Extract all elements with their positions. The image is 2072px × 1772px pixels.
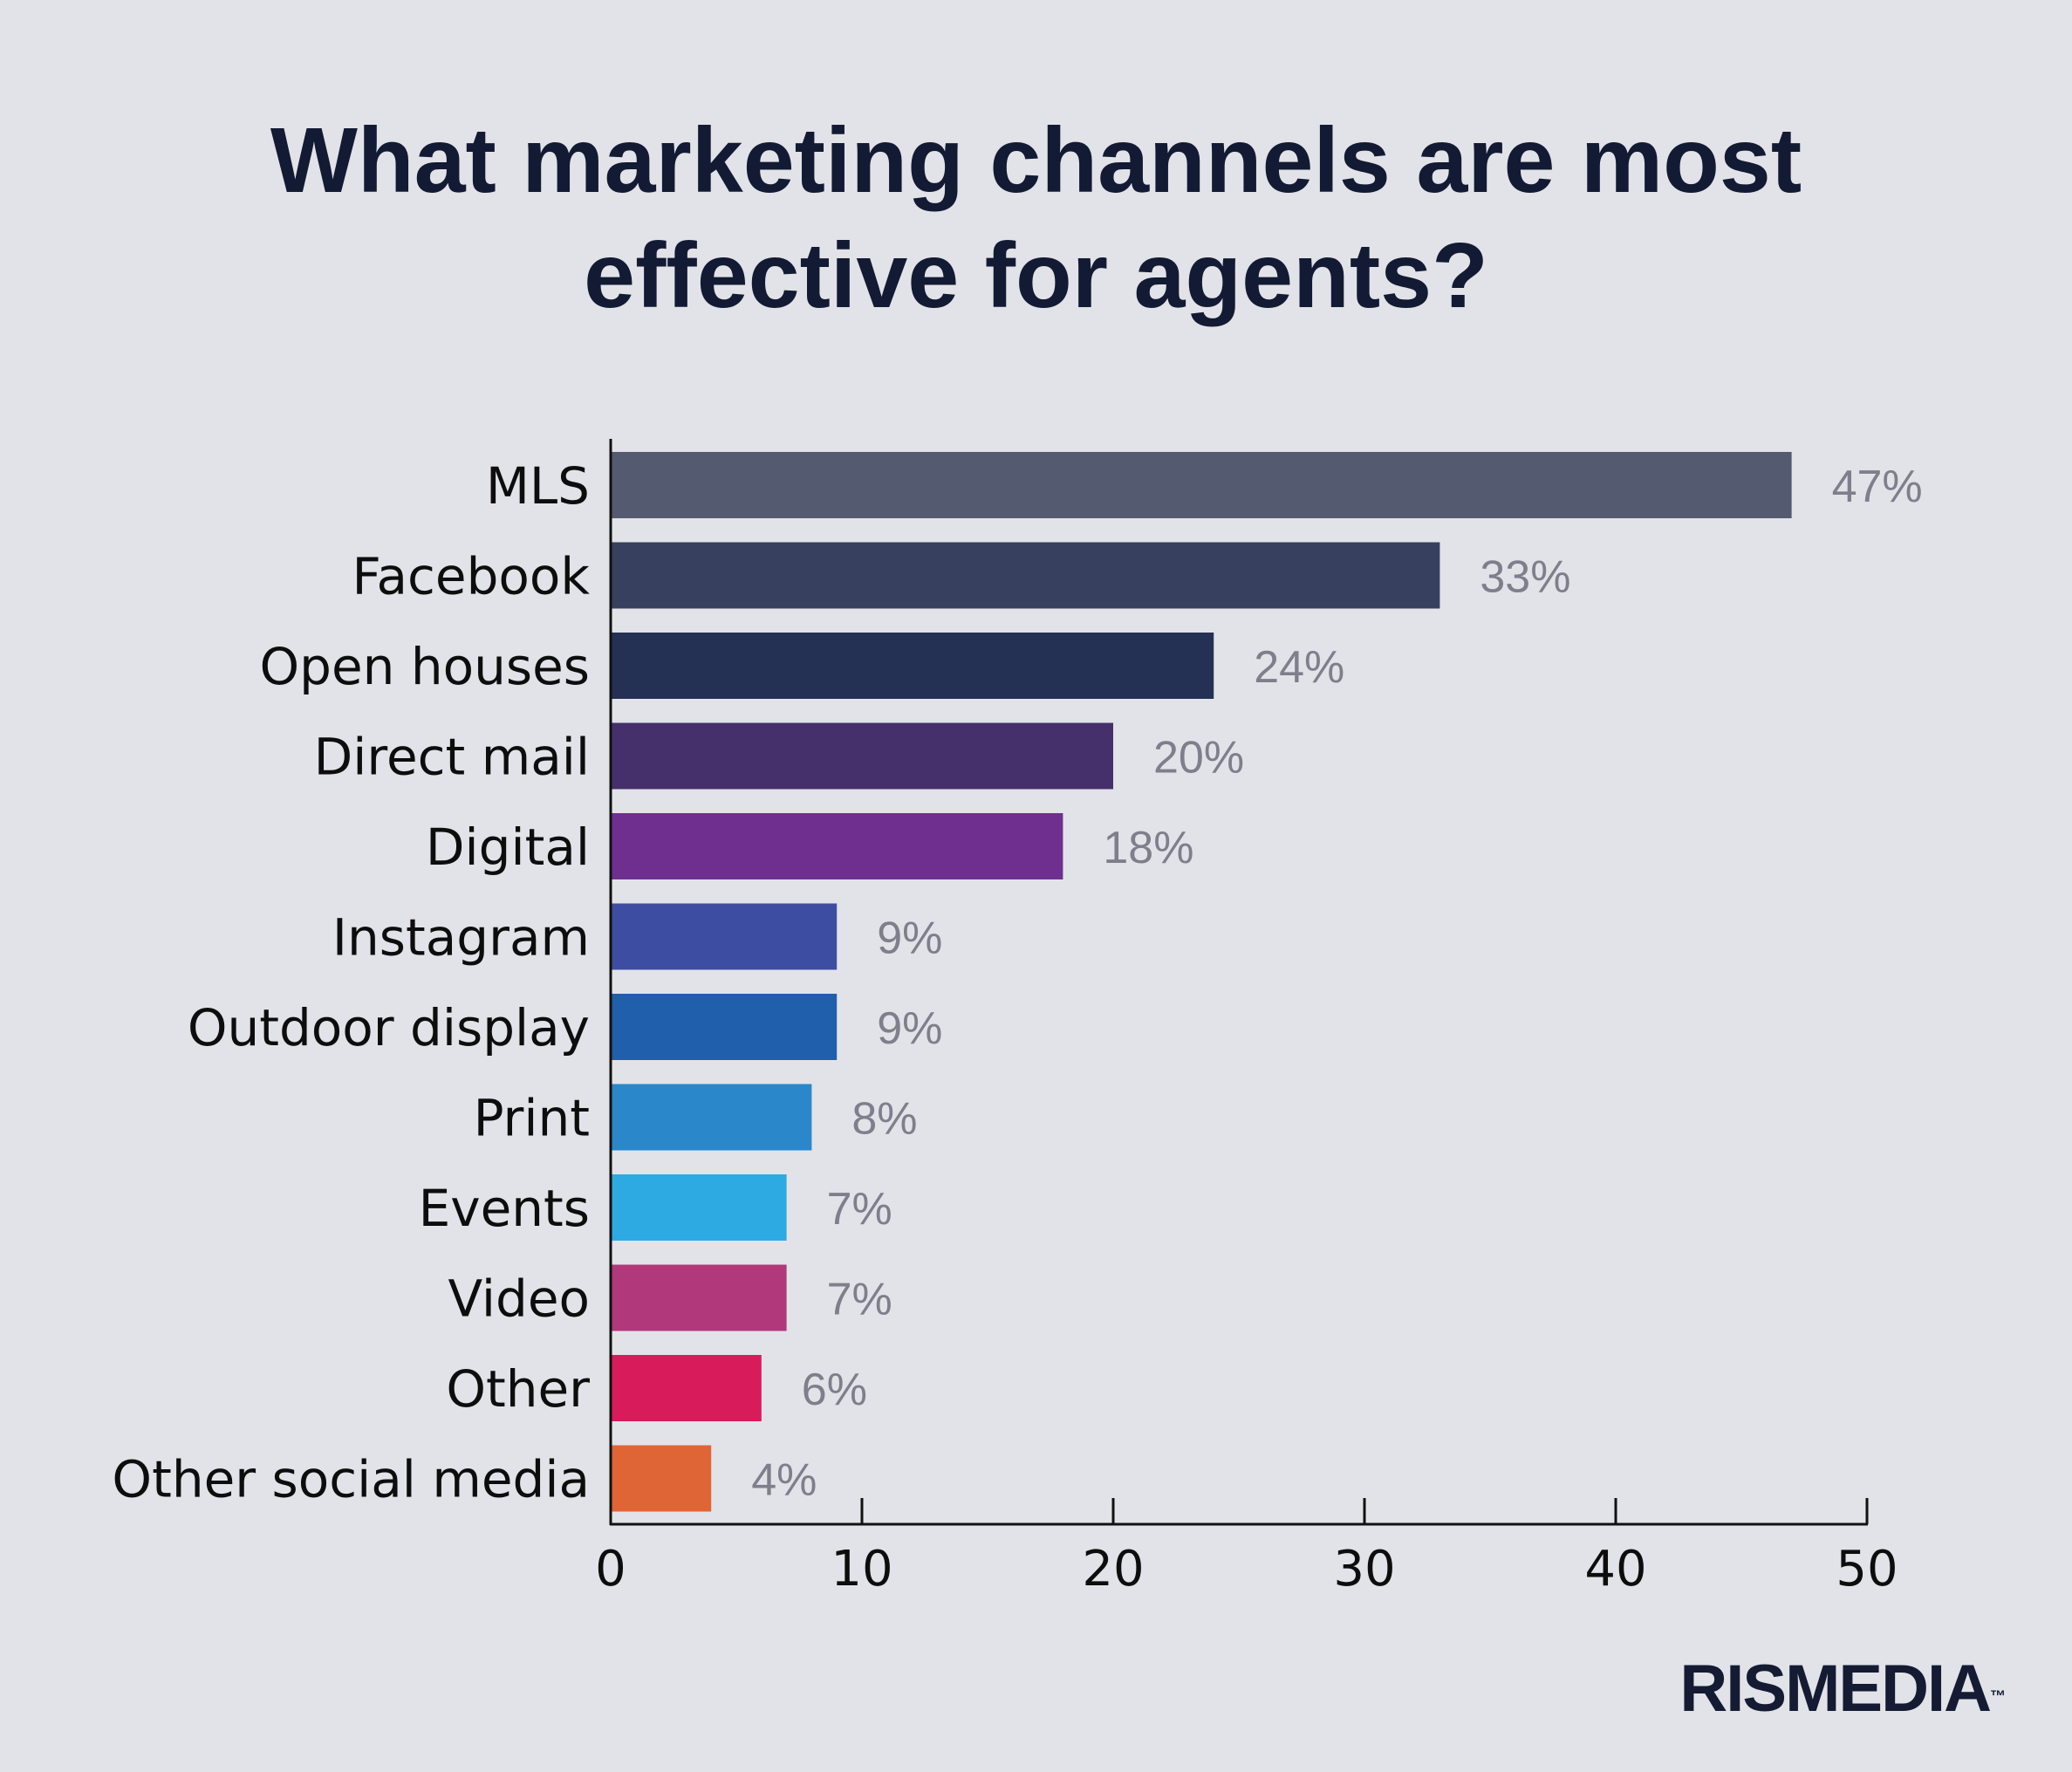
x-tick-label-40: 40 [1584,1541,1646,1598]
trademark-symbol: ™ [1990,1687,2006,1705]
value-labels: 47% 33% 24%20% 18% 9% 9% 8% 7% 7% 6% 4% [751,462,1922,1506]
bar-print [611,1084,812,1151]
x-tick-label-20: 20 [1082,1541,1144,1598]
x-tick-label-10: 10 [831,1541,892,1598]
category-label-open-houses: Open houses [260,637,590,696]
value-label-print: 8% [851,1094,917,1145]
chart-title: What marketing channels are most effecti… [0,103,2072,333]
bar-other [611,1355,762,1421]
bar-outdoor-display [611,994,838,1060]
bar-events [611,1174,787,1241]
value-label-other: 6% [802,1365,867,1415]
category-label-video: Video [448,1269,590,1329]
category-label-other-social-media: Other social media [112,1450,590,1509]
x-tick-label-50: 50 [1836,1541,1898,1598]
x-tick-label-30: 30 [1333,1541,1395,1598]
value-label-facebook: 33% [1480,552,1570,603]
bar-open-houses [611,633,1214,699]
bar-facebook [611,542,1440,609]
bar-other-social-media [611,1445,712,1512]
axes: 0 10 20 30 40 50 [595,439,1898,1598]
value-label-digital: 18% [1103,823,1193,873]
category-label-instagram: Instagram [332,908,590,968]
category-label-print: Print [474,1089,590,1148]
value-label-instagram: 9% [877,913,942,964]
category-labels: MLS Facebook Open houses Direct mail Digital… [112,456,590,1509]
value-label-open-houses: 24% [1254,642,1344,693]
bar-instagram [611,903,838,970]
value-label-outdoor-display: 9% [877,1003,942,1054]
category-label-outdoor-display: Outdoor display [188,998,590,1057]
value-label-direct-mail: 20% [1153,733,1244,783]
brand-name: RISMEDIA [1679,1652,1992,1726]
bar-mls [611,452,1792,518]
category-label-mls: MLS [486,456,590,516]
rismedia-logo: RISMEDIA™ [1679,1654,2006,1724]
category-label-events: Events [419,1179,590,1238]
category-label-other: Other [446,1359,590,1419]
category-label-direct-mail: Direct mail [314,728,590,787]
category-label-digital: Digital [426,818,590,877]
value-label-video: 7% [827,1275,892,1325]
category-label-facebook: Facebook [352,547,590,606]
x-tick-label-0: 0 [595,1541,626,1598]
bar-digital [611,813,1063,879]
chart-title-line-2: effective for agents? [584,224,1488,327]
bar-direct-mail [611,722,1113,790]
value-label-other-social-media: 4% [751,1455,817,1506]
chart-title-line-1: What marketing channels are most [270,109,1802,212]
bar-video [611,1264,787,1331]
value-label-mls: 47% [1832,462,1923,512]
value-label-events: 7% [827,1184,892,1235]
bars-group [611,452,1792,1512]
